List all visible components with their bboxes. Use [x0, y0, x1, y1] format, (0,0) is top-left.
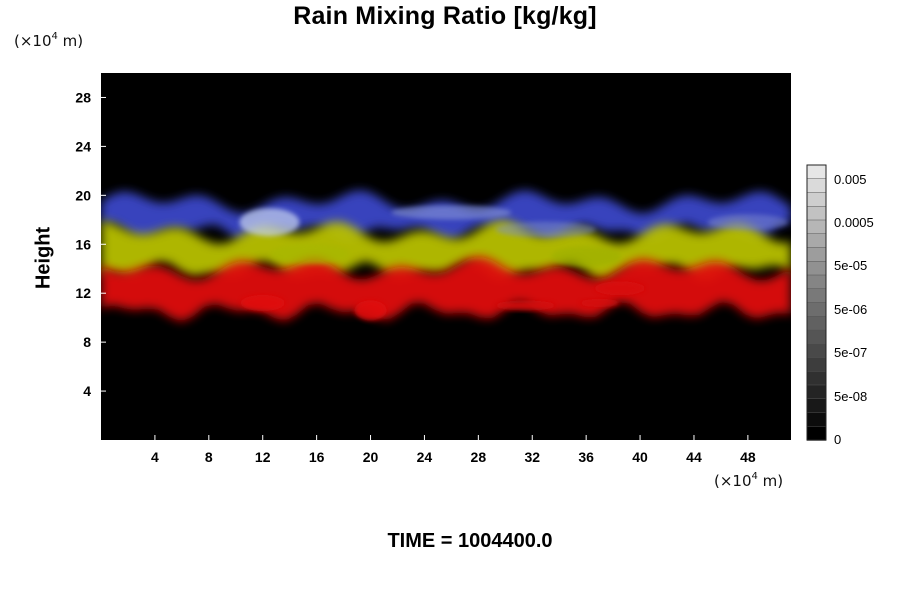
x-tick-label: 48 [740, 449, 756, 465]
chart-title: Rain Mixing Ratio [kg/kg] [293, 2, 597, 30]
colorbar-swatch [806, 206, 827, 221]
y-tick-label: 24 [75, 138, 91, 154]
colorbar-swatch [806, 371, 827, 386]
x-tick-label: 36 [578, 449, 594, 465]
colorbar-swatch [806, 247, 827, 262]
colorbar-label: 5e-05 [834, 258, 867, 273]
colorbar-label: 0.0005 [834, 215, 874, 230]
y-axis: 4 8 12 16 20 24 28 [75, 89, 106, 399]
y-tick-label: 12 [75, 285, 91, 301]
band-blob [354, 300, 387, 321]
x-tick-label: 20 [363, 449, 379, 465]
colorbar-swatch [806, 398, 827, 414]
time-label: TIME = 1004400.0 [387, 530, 553, 552]
y-tick-label: 4 [83, 383, 91, 399]
colorbar: 0.005 0.0005 5e-05 5e-06 5e-07 5e-08 0 [806, 164, 874, 447]
band-blob [239, 208, 300, 237]
colorbar-swatch [806, 412, 827, 427]
colorbar-label: 5e-07 [834, 345, 867, 360]
x-tick-label: 40 [632, 449, 648, 465]
band-blob [579, 298, 620, 307]
band-blob [391, 205, 512, 220]
x-tick-label: 12 [255, 449, 271, 465]
colorbar-swatch [806, 164, 827, 180]
colorbar-label: 5e-06 [834, 302, 867, 317]
y-tick-label: 28 [75, 89, 91, 105]
colorbar-swatch [806, 274, 827, 290]
colorbar-swatch [806, 316, 827, 331]
x-tick-label: 4 [151, 449, 159, 465]
colorbar-swatch [806, 233, 827, 249]
band-blob [269, 244, 350, 265]
colorbar-swatch [806, 178, 827, 194]
colorbar-label: 0.005 [834, 172, 867, 187]
band-blob [240, 294, 285, 311]
x-tick-label: 28 [471, 449, 487, 465]
band-blob [707, 214, 788, 231]
colorbar-swatch [806, 426, 827, 441]
band-blob [495, 221, 596, 238]
y-axis-unit: (×104 m) [14, 31, 84, 50]
x-tick-label: 16 [309, 449, 325, 465]
y-tick-label: 8 [83, 334, 91, 350]
x-tick-label: 8 [205, 449, 213, 465]
colorbar-swatch [806, 343, 827, 359]
colorbar-swatch [806, 302, 827, 317]
band-blob [495, 300, 556, 311]
y-tick-label: 20 [75, 187, 91, 203]
x-axis: 4 8 12 16 20 24 28 32 36 40 44 48 [151, 435, 756, 465]
x-axis-unit: (×104 m) [714, 471, 784, 490]
x-tick-label: 32 [524, 449, 540, 465]
colorbar-swatch [806, 329, 827, 345]
colorbar-swatch [806, 192, 827, 207]
y-tick-label: 16 [75, 236, 91, 252]
colorbar-swatch [806, 261, 827, 276]
heatmap-bands [101, 190, 791, 322]
colorbar-swatch [806, 384, 827, 400]
x-tick-label: 24 [417, 449, 433, 465]
band-blob [551, 246, 622, 267]
band-blob [594, 281, 645, 296]
colorbar-label: 0 [834, 432, 841, 447]
colorbar-swatch [806, 357, 827, 372]
x-tick-label: 44 [686, 449, 702, 465]
colorbar-swatch [806, 219, 827, 235]
colorbar-swatch [806, 288, 827, 304]
colorbar-label: 5e-08 [834, 389, 867, 404]
